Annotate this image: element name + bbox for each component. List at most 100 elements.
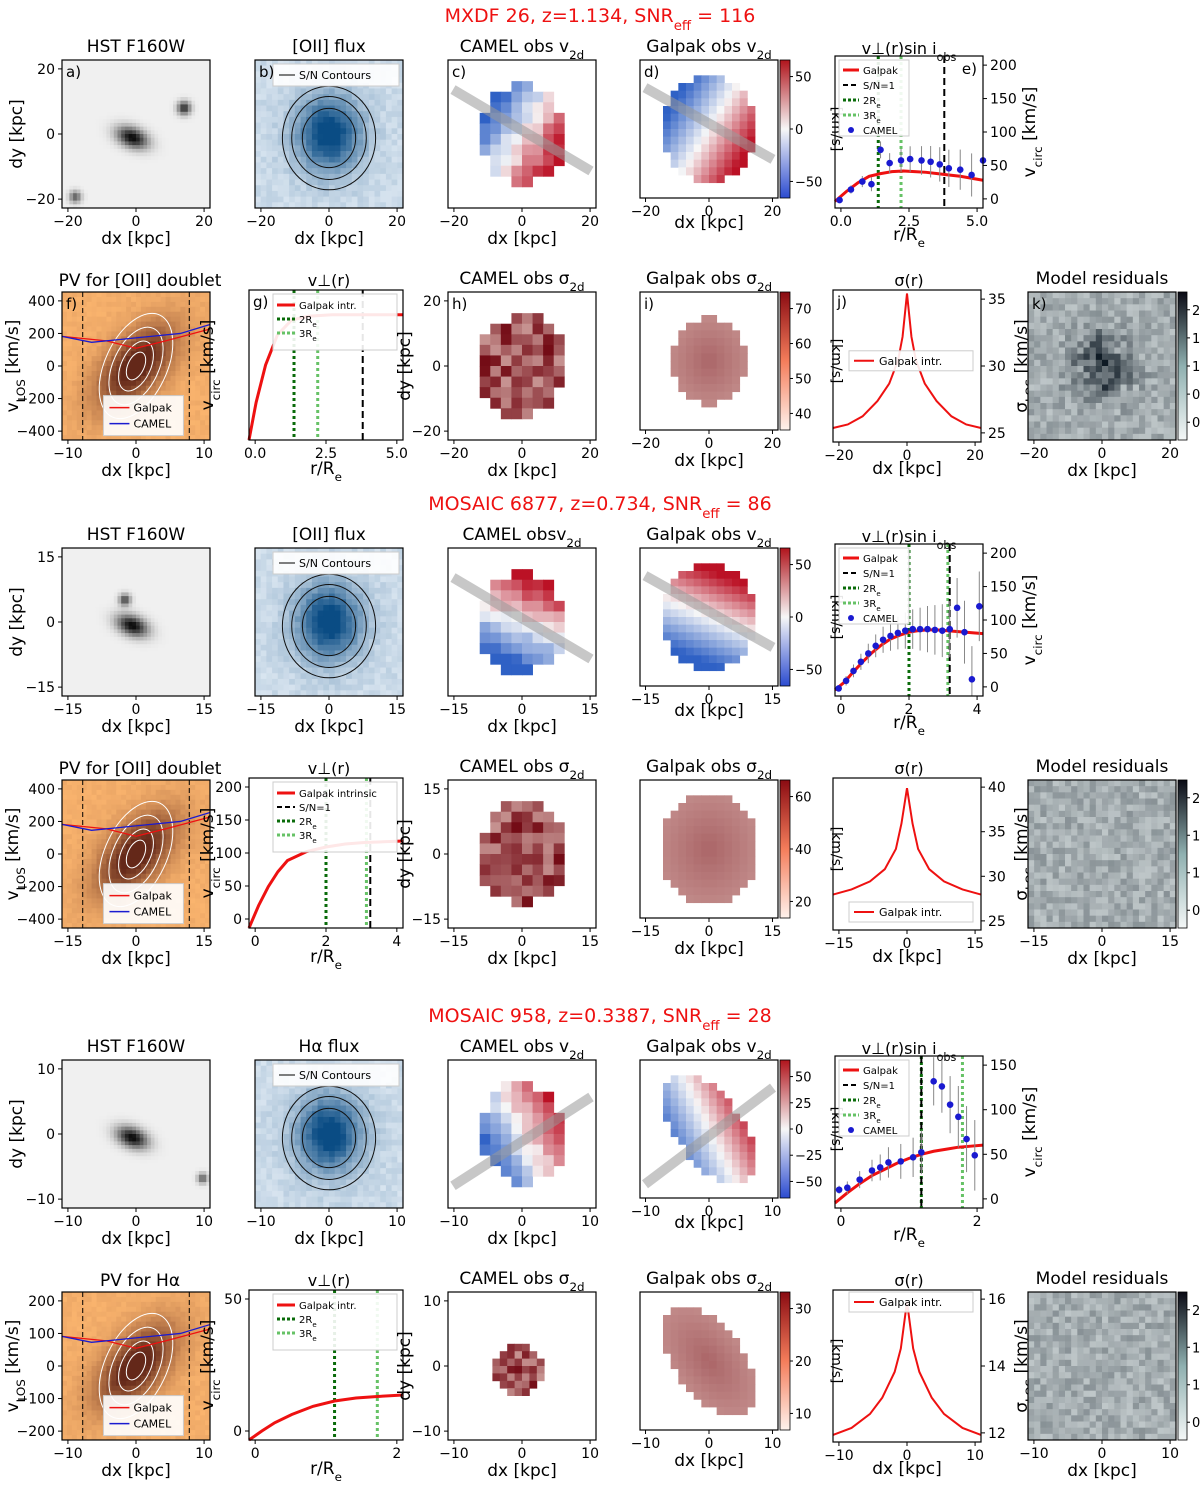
map-pixel — [1139, 403, 1146, 410]
map-pixel — [1132, 415, 1140, 422]
map-pixel — [73, 692, 78, 697]
map-pixel — [99, 122, 104, 127]
map-pixel — [99, 156, 104, 161]
map-pixel — [99, 655, 104, 660]
map-pixel — [206, 156, 211, 161]
map-pixel — [165, 111, 170, 116]
map-pixel — [91, 182, 96, 187]
map-pixel — [62, 435, 68, 441]
map-pixel — [511, 91, 523, 103]
map-pixel — [116, 361, 122, 367]
map-pixel — [69, 596, 74, 601]
map-pixel — [76, 93, 81, 98]
map-pixel — [117, 156, 122, 161]
map-pixel — [106, 361, 112, 367]
map-pixel — [95, 622, 100, 627]
map-pixel — [191, 71, 196, 76]
galaxy-title-part: = 116 — [691, 5, 755, 27]
map-pixel — [709, 113, 718, 122]
x-tick-label: 0 — [705, 204, 714, 220]
map-pixel — [334, 122, 341, 129]
map-pixel — [128, 104, 133, 109]
map-pixel — [191, 134, 196, 139]
map-pixel — [176, 100, 181, 105]
map-pixel — [663, 144, 672, 153]
map-pixel — [99, 100, 104, 105]
map-pixel — [190, 390, 196, 396]
map-pixel — [160, 380, 166, 387]
map-pixel — [136, 71, 141, 76]
map-pixel — [76, 548, 81, 553]
y-axis-label-part: v — [198, 400, 218, 410]
map-pixel — [99, 204, 104, 209]
map-pixel — [190, 380, 196, 387]
map-pixel — [1083, 322, 1091, 330]
map-pixel — [532, 123, 544, 135]
map-pixel — [1126, 322, 1134, 330]
map-pixel — [1083, 329, 1091, 336]
map-pixel — [106, 63, 111, 68]
map-pixel — [732, 376, 741, 385]
map-pixel — [1077, 384, 1084, 392]
map-pixel — [71, 370, 78, 377]
map-pixel — [1034, 322, 1041, 330]
map-pixel — [154, 74, 159, 79]
map-pixel — [184, 145, 189, 150]
map-pixel — [99, 636, 104, 641]
map-pixel — [180, 159, 185, 164]
map-pixel — [195, 405, 201, 411]
map-pixel — [106, 577, 111, 582]
map-pixel — [693, 338, 702, 347]
map-pixel — [113, 74, 118, 79]
map-pixel — [73, 152, 78, 157]
map-pixel — [80, 670, 85, 675]
map-pixel — [195, 185, 200, 190]
map-pixel — [140, 356, 147, 362]
map-pixel — [1083, 396, 1091, 404]
map-pixel — [1095, 316, 1103, 324]
map-pixel — [187, 185, 192, 190]
map-pixel — [136, 134, 141, 139]
map-pixel — [346, 202, 353, 209]
map-pixel — [117, 204, 122, 209]
map-pixel — [205, 301, 211, 308]
legend-label: 2Re — [863, 96, 881, 110]
map-pixel — [374, 168, 381, 175]
map-pixel — [351, 111, 358, 118]
map-pixel — [102, 137, 107, 142]
map-pixel — [62, 141, 67, 146]
map-pixel — [198, 100, 203, 105]
map-pixel — [380, 185, 387, 192]
map-pixel — [173, 89, 178, 94]
map-pixel — [397, 88, 404, 95]
map-pixel — [522, 408, 533, 420]
map-pixel — [101, 356, 107, 362]
map-pixel — [87, 673, 92, 678]
map-pixel — [368, 185, 375, 192]
map-pixel — [500, 334, 512, 346]
map-pixel — [121, 63, 126, 68]
map-pixel — [84, 585, 89, 590]
map-pixel — [1071, 384, 1078, 392]
map-pixel — [368, 145, 375, 152]
map-pixel — [158, 85, 163, 90]
map-pixel — [87, 193, 92, 198]
map-pixel — [185, 370, 191, 377]
map-pixel — [91, 189, 96, 194]
map-pixel — [128, 189, 133, 194]
map-pixel — [102, 555, 107, 560]
map-pixel — [86, 366, 92, 372]
camel-point — [927, 158, 934, 166]
map-pixel — [1151, 378, 1158, 385]
map-pixel — [110, 573, 115, 578]
map-pixel — [95, 115, 100, 120]
map-pixel — [80, 673, 85, 678]
map-pixel — [99, 134, 104, 139]
map-pixel — [91, 688, 96, 693]
map-pixel — [1089, 433, 1097, 441]
map-pixel — [532, 144, 544, 156]
map-pixel — [84, 126, 89, 131]
map-pixel — [380, 156, 387, 163]
map-pixel — [66, 306, 73, 313]
map-pixel — [176, 85, 181, 90]
